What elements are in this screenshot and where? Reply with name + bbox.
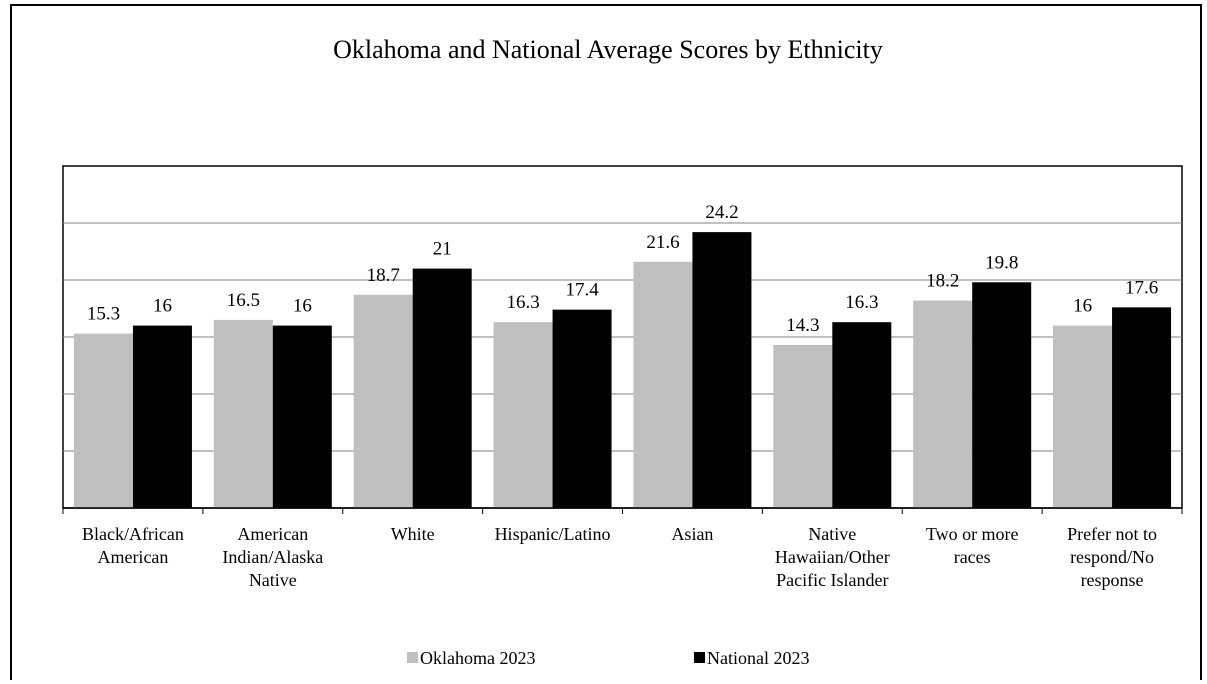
bar-national — [412, 268, 472, 508]
x-tick-label: Asian — [671, 524, 713, 544]
data-label: 18.2 — [926, 271, 959, 292]
x-tick-label: Hispanic/Latino — [495, 524, 611, 544]
data-label: 18.7 — [367, 265, 400, 286]
x-tick-label: Native Hawaiian/Other Pacific Islander — [775, 524, 890, 590]
bar-national — [692, 232, 752, 508]
legend: Oklahoma 2023 National 2023 — [407, 648, 809, 668]
x-axis-labels: Black/African American American Indian/Alas… — [82, 524, 1157, 590]
data-label: 17.6 — [1125, 277, 1158, 298]
legend-label-national: National 2023 — [707, 648, 809, 668]
legend-swatch-national — [694, 652, 705, 663]
bar-national — [272, 325, 332, 508]
data-label: 19.8 — [985, 252, 1018, 273]
data-label: 16.3 — [506, 292, 539, 313]
data-label: 16 — [1073, 296, 1092, 317]
data-label: 16 — [293, 296, 312, 317]
data-label: 21 — [433, 239, 452, 260]
bar-oklahoma — [773, 344, 833, 508]
data-label: 16.5 — [227, 290, 260, 311]
bar-oklahoma — [353, 294, 413, 508]
bar-national — [132, 325, 192, 508]
bar-national — [1112, 307, 1172, 508]
data-label: 16 — [153, 296, 172, 317]
x-tick-label: Prefer not to respond/No response — [1067, 524, 1157, 590]
bars — [73, 232, 1172, 508]
bar-oklahoma — [913, 300, 973, 508]
bar-oklahoma — [213, 319, 273, 508]
value-labels: 15.3 16.5 18.7 16.3 21.6 14.3 18.2 16 16 16 21 17.4… — [87, 202, 1158, 336]
x-axis-ticks — [62, 508, 1183, 514]
chart-title: Oklahoma and National Average Scores by … — [333, 35, 883, 64]
bar-oklahoma — [493, 322, 553, 508]
data-label: 24.2 — [705, 202, 738, 223]
data-label: 15.3 — [87, 304, 120, 325]
legend-swatch-oklahoma — [407, 652, 418, 663]
data-label: 16.3 — [845, 292, 878, 313]
x-tick-label: Black/African American — [82, 524, 184, 567]
x-tick-label: White — [391, 524, 435, 544]
bar-national — [972, 282, 1032, 508]
legend-label-oklahoma: Oklahoma 2023 — [420, 648, 535, 668]
data-label: 17.4 — [565, 280, 599, 301]
bar-national — [832, 322, 892, 508]
x-tick-label: American Indian/Alaska Native — [222, 524, 323, 590]
chart-frame — [10, 4, 1202, 680]
data-label: 21.6 — [646, 232, 679, 253]
data-label: 14.3 — [786, 315, 819, 336]
bar-national — [552, 309, 612, 508]
bar-oklahoma — [1053, 325, 1113, 508]
x-tick-label: Two or more races — [926, 524, 1019, 567]
bar-oklahoma — [633, 261, 693, 508]
bar-oklahoma — [73, 333, 133, 508]
